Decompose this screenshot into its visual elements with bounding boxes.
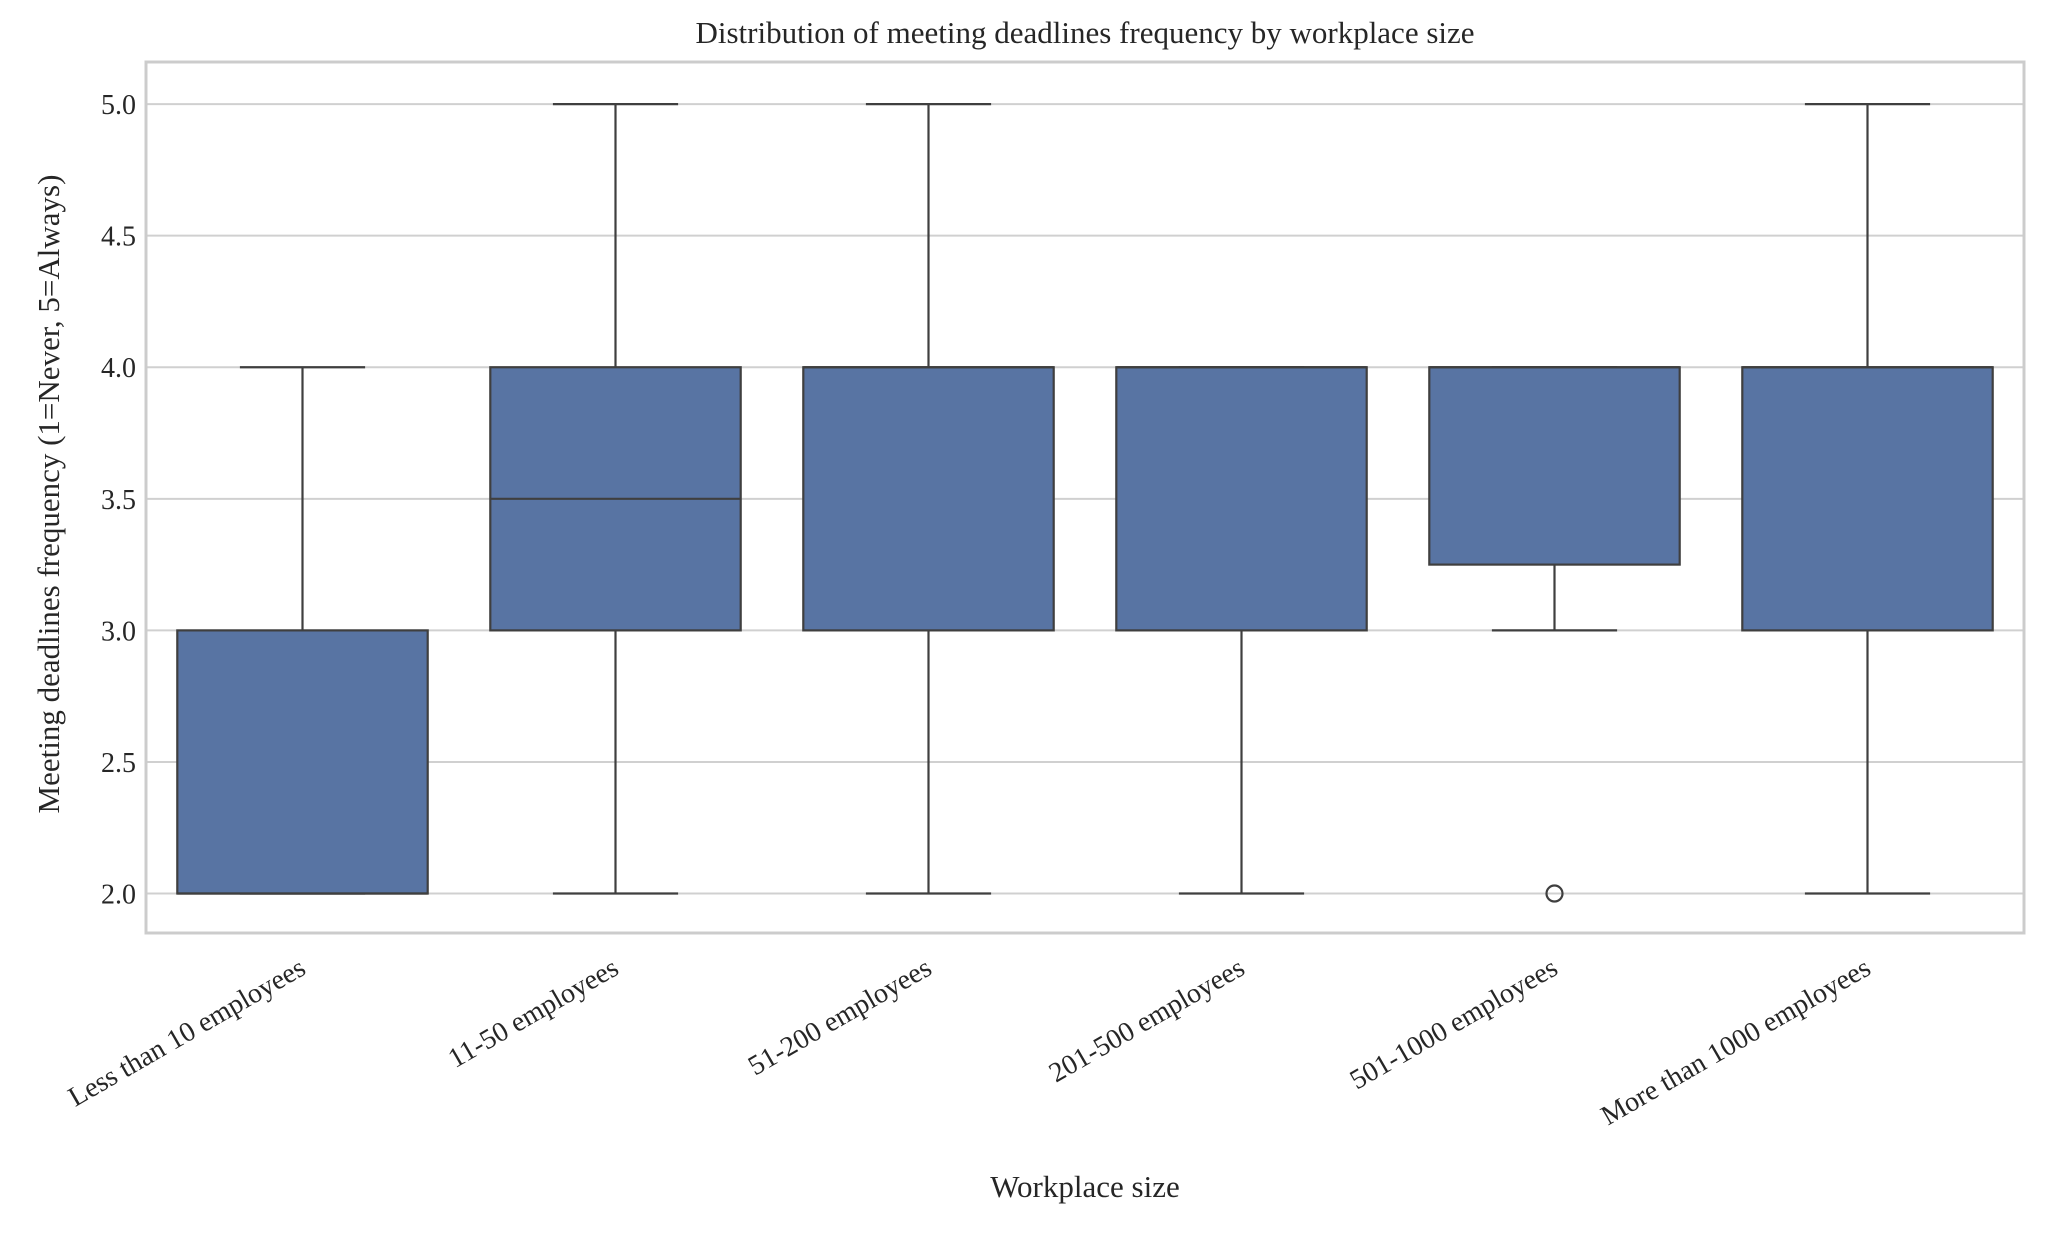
- x-tick-label: 51-200 employees: [743, 952, 937, 1082]
- outlier-point: [1545, 884, 1564, 903]
- x-tick-label: 201-500 employees: [1044, 952, 1250, 1089]
- box-group: [489, 103, 742, 895]
- iqr-box: [1428, 366, 1681, 566]
- box-group: [1428, 366, 1681, 903]
- y-tick-label: 5.0: [101, 90, 136, 121]
- box-group: [1115, 366, 1368, 895]
- x-tick-label: Less than 10 employees: [63, 952, 311, 1113]
- y-tick-label: 3.0: [101, 616, 136, 647]
- y-tick-label: 4.0: [101, 353, 136, 384]
- boxes-layer: [176, 103, 1994, 903]
- grid-lines: [146, 103, 2024, 895]
- y-tick-label: 4.5: [101, 222, 136, 253]
- x-axis-label: Workplace size: [990, 1169, 1179, 1204]
- iqr-box: [1741, 366, 1994, 632]
- y-axis-label: Meeting deadlines frequency (1=Never, 5=…: [31, 175, 66, 814]
- iqr-box: [802, 366, 1055, 632]
- y-tick-labels: 2.0 2.5 3.0 3.5 4.0 4.5 5.0: [101, 90, 136, 910]
- x-tick-label: More than 1000 employees: [1596, 952, 1876, 1132]
- chart-title: Distribution of meeting deadlines freque…: [695, 15, 1474, 50]
- box-group: [176, 366, 429, 895]
- iqr-box: [1115, 366, 1368, 632]
- y-tick-label: 2.5: [101, 748, 136, 779]
- plot-border: [144, 60, 2026, 935]
- y-tick-label: 2.0: [101, 880, 136, 911]
- box-group: [802, 103, 1055, 895]
- y-tick-label: 3.5: [101, 485, 136, 516]
- box-group: [1741, 103, 1994, 895]
- x-tick-label: 501-1000 employees: [1345, 952, 1563, 1096]
- x-tick-label: 11-50 employees: [443, 952, 624, 1074]
- iqr-box: [176, 629, 429, 895]
- plot-frame: [144, 60, 2026, 935]
- x-tick-labels: Less than 10 employees 11-50 employees 51-…: [63, 952, 1876, 1132]
